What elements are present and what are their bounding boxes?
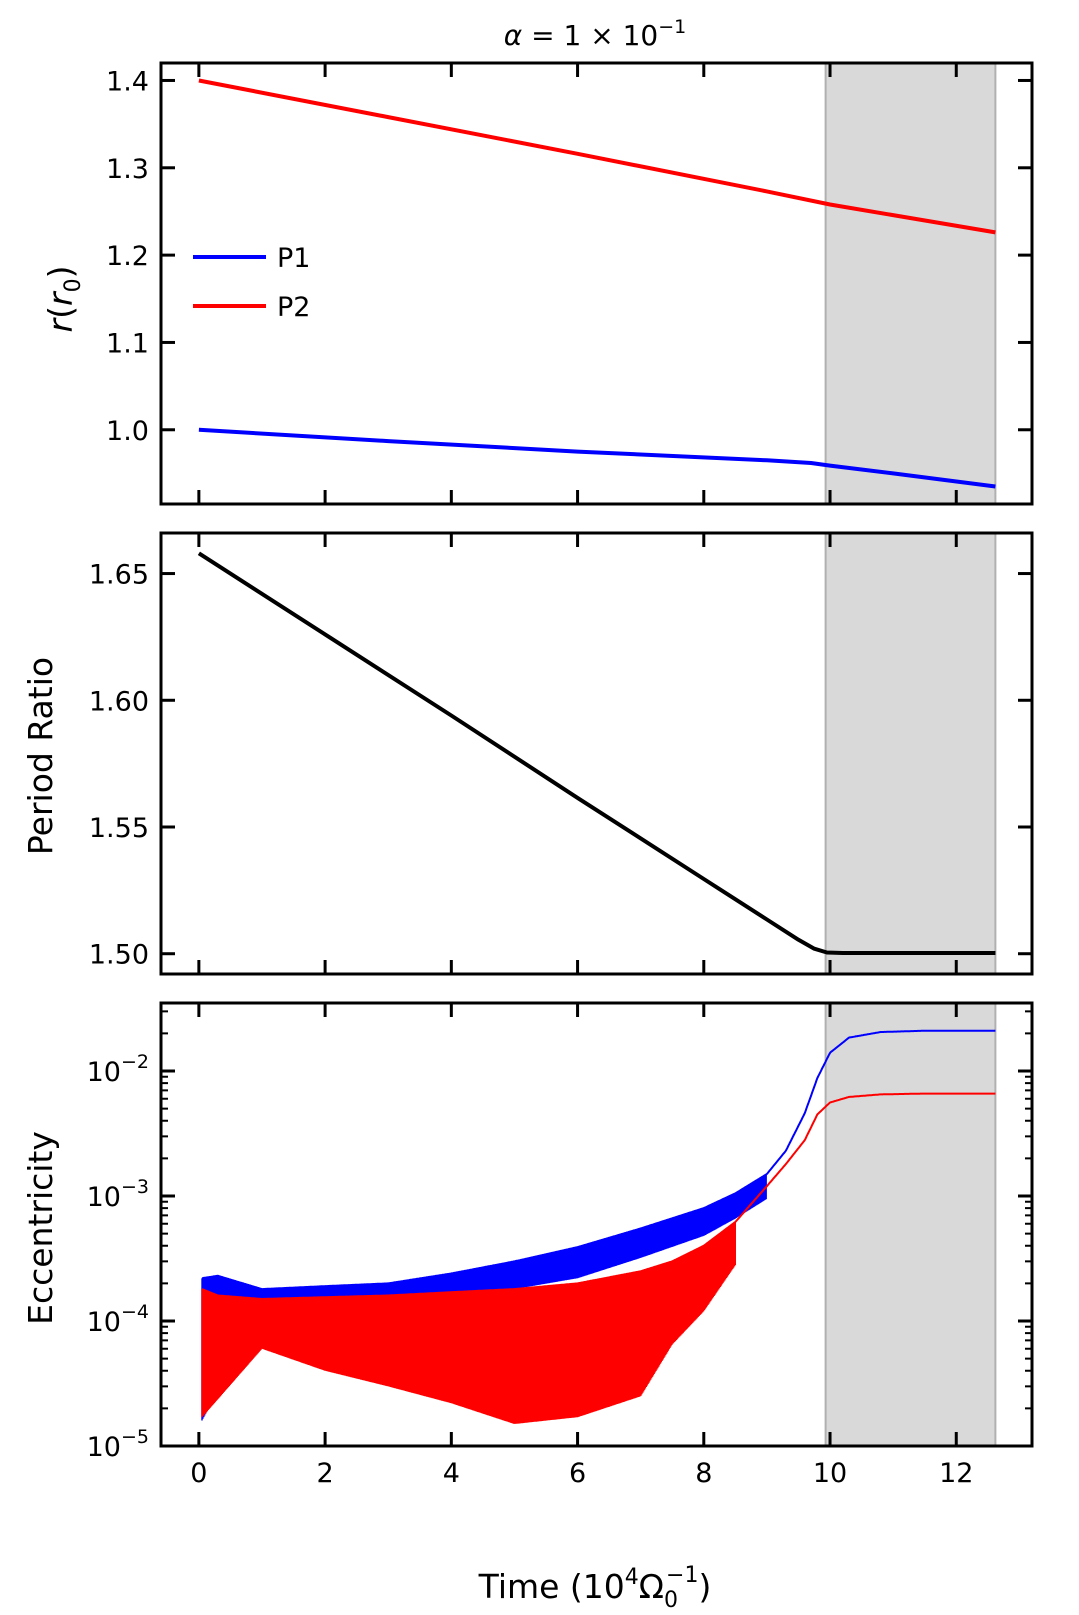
y-tick-labels: 1.50 1.55 1.60 1.65 xyxy=(89,560,149,971)
xlabel-omega: Ω xyxy=(639,1567,664,1606)
y-tick-label: 10−5 xyxy=(87,1426,149,1463)
xlabel-sup1: 4 xyxy=(625,1565,639,1590)
y-tick-label: 1.55 xyxy=(89,813,149,844)
x-tick-label: 0 xyxy=(190,1458,207,1489)
title-eq: = 1 × 10 xyxy=(522,19,658,52)
y-tick-label: 1.4 xyxy=(106,66,149,97)
axes-frame xyxy=(159,1001,1034,1448)
x-tick-label: 8 xyxy=(695,1458,712,1489)
y-axis-label: Eccentricity xyxy=(21,1131,60,1325)
ylabel-sub: 0 xyxy=(61,278,86,292)
series-band-p2 xyxy=(201,1222,736,1424)
x-axis-label: Time (104Ω0−1) xyxy=(478,1563,712,1613)
series-line-p1 xyxy=(198,427,996,489)
y-tick-label: 1.0 xyxy=(106,416,149,447)
axes-frame xyxy=(159,531,1034,976)
ylabel-open: ( xyxy=(41,306,80,319)
y-axis-label: Period Ratio xyxy=(21,657,60,855)
shaded-region xyxy=(824,532,997,975)
y-tick-label: 10−2 xyxy=(87,1051,149,1088)
y-tick-label: 10−4 xyxy=(87,1301,149,1338)
y-tick-labels: 1.0 1.1 1.2 1.3 1.4 xyxy=(106,66,149,446)
panel-eccentricity: 10−510−410−310−2 0 2 4 6 8 10 12 Eccentricity … xyxy=(21,1001,1034,1613)
ticks xyxy=(161,63,1032,504)
xlabel-sup2: −1 xyxy=(666,1563,698,1588)
series-envelope-p2 xyxy=(201,1092,996,1300)
shaded-region xyxy=(824,1002,997,1447)
xlabel-pre: Time (10 xyxy=(478,1567,625,1606)
x-tick-label: 12 xyxy=(939,1458,973,1489)
legend: P1 P2 xyxy=(193,243,310,323)
x-tick-label: 6 xyxy=(569,1458,586,1489)
x-tick-label: 4 xyxy=(443,1458,460,1489)
y-axis-label: r(r0) xyxy=(41,266,86,333)
x-tick-label: 10 xyxy=(813,1458,847,1489)
y-tick-label: 1.65 xyxy=(89,560,149,591)
xlabel-sub: 0 xyxy=(664,1588,678,1613)
y-tick-label: 10−3 xyxy=(87,1176,149,1213)
y-tick-label: 1.2 xyxy=(106,241,149,272)
panel-period-ratio: 1.50 1.55 1.60 1.65 Period Ratio xyxy=(21,531,1034,976)
ylabel-r0: r xyxy=(41,290,80,306)
axes-frame xyxy=(159,61,1034,506)
y-tick-label: 1.60 xyxy=(89,686,149,717)
y-tick-label: 1.50 xyxy=(89,940,149,971)
ylabel-close: ) xyxy=(41,266,80,279)
y-tick-label: 1.1 xyxy=(106,328,149,359)
ticks xyxy=(161,533,1032,974)
legend-label-p2: P2 xyxy=(277,292,310,323)
legend-label-p1: P1 xyxy=(277,243,310,274)
series-line-p2 xyxy=(198,78,996,235)
series xyxy=(201,1029,996,1424)
series-line-period-ratio xyxy=(197,551,996,955)
chart-title: α = 1 × 10−1 xyxy=(504,16,686,52)
title-alpha: α xyxy=(504,19,523,52)
y-tick-label: 1.3 xyxy=(106,154,149,185)
y-tick-labels: 10−5 10−4 10−3 10−2 xyxy=(87,1051,149,1463)
x-tick-labels: 0 2 4 6 8 10 12 xyxy=(190,1458,973,1489)
title-exp: −1 xyxy=(658,16,686,38)
series-envelope-p1 xyxy=(201,1029,996,1291)
ylabel-r: r xyxy=(41,316,80,332)
series xyxy=(197,551,996,955)
panel-radius: 1.01.11.21.31.4 r(r0) P1 P2 xyxy=(41,61,1034,506)
x-tick-label: 2 xyxy=(317,1458,334,1489)
shaded-region xyxy=(824,62,997,505)
xlabel-post: ) xyxy=(698,1567,711,1606)
series xyxy=(198,78,996,489)
